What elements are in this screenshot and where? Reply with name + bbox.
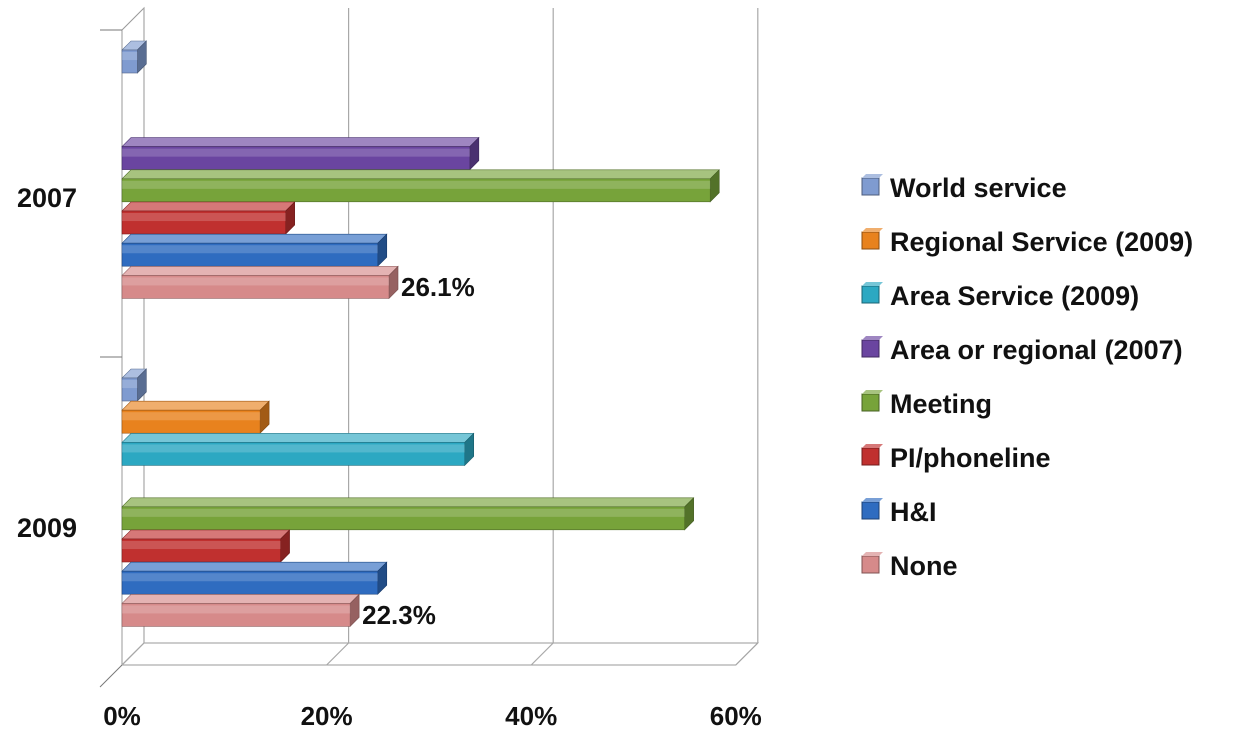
- legend-item: Area Service (2009): [861, 281, 1139, 311]
- gridline-floor: [326, 642, 350, 666]
- bar: [121, 561, 388, 595]
- y-tick-label: 2007: [17, 183, 77, 213]
- x-tick-label: 20%: [301, 701, 353, 731]
- legend-label: H&I: [890, 497, 937, 527]
- y-tick-label: 2009: [17, 513, 77, 543]
- bar: [121, 593, 360, 628]
- legend-swatch: [861, 285, 880, 304]
- bar: [121, 497, 695, 531]
- legend-swatch: [861, 177, 880, 196]
- data-labels: 26.1% 22.3%: [362, 272, 475, 630]
- gridline-floor: [530, 642, 554, 666]
- legend-label: Area Service (2009): [890, 281, 1139, 311]
- legend-swatch: [861, 555, 880, 574]
- bar: [121, 40, 148, 74]
- legend-label: None: [890, 551, 958, 581]
- data-label: 22.3%: [362, 600, 436, 630]
- legend-item: None: [861, 551, 958, 581]
- gridlines: [121, 8, 759, 666]
- legend-swatch: [861, 231, 880, 250]
- bar: [121, 400, 270, 434]
- bar: [121, 233, 388, 267]
- y-axis-tick-mark: [99, 664, 123, 688]
- legend-item: Area or regional (2007): [861, 335, 1183, 365]
- legend-item: PI/phoneline: [861, 443, 1051, 473]
- legend-label: Regional Service (2009): [890, 227, 1193, 257]
- legend-label: Meeting: [890, 389, 992, 419]
- x-tick-label: 40%: [505, 701, 557, 731]
- bar: [121, 432, 475, 467]
- legend-label: World service: [890, 173, 1067, 203]
- data-label: 26.1%: [401, 272, 475, 302]
- bars: [121, 40, 720, 628]
- legend-swatch: [861, 447, 880, 466]
- x-tick-label: 60%: [710, 701, 762, 731]
- legend-item: H&I: [861, 497, 937, 527]
- bar: [121, 201, 296, 235]
- gridline-floor: [121, 642, 145, 666]
- bar: [121, 169, 720, 203]
- legend-label: Area or regional (2007): [890, 335, 1183, 365]
- bar: [121, 136, 480, 171]
- bar: [121, 529, 291, 563]
- legend-label: PI/phoneline: [890, 443, 1051, 473]
- x-axis-ticks: 0% 20% 40% 60%: [103, 701, 762, 731]
- legend-item: Meeting: [861, 389, 992, 419]
- floor: [120, 642, 760, 666]
- y-axis-categories: 2007 2009: [17, 183, 77, 543]
- x-tick-label: 0%: [103, 701, 141, 731]
- legend-item: Regional Service (2009): [861, 227, 1193, 257]
- legend-swatch: [861, 393, 880, 412]
- legend-swatch: [861, 339, 880, 358]
- bar: [121, 368, 148, 402]
- gridline-floor: [735, 642, 759, 666]
- legend-item: World service: [861, 173, 1067, 203]
- bar: [121, 265, 399, 300]
- legend: World service Regional Service (2009) Area…: [861, 173, 1193, 581]
- legend-swatch: [861, 501, 880, 520]
